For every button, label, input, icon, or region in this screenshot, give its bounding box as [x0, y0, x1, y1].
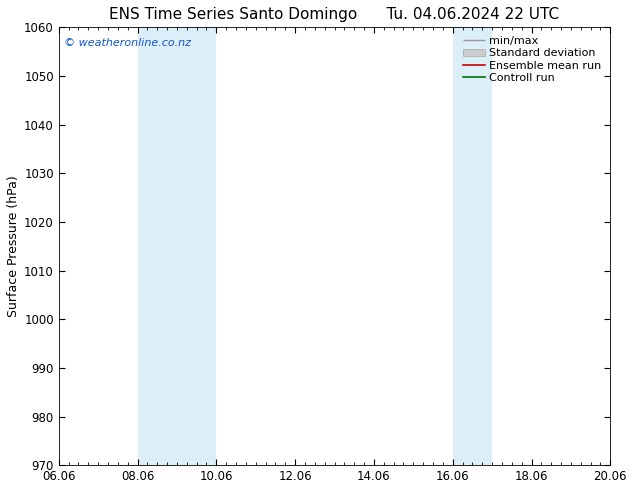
Bar: [138, 27, 216, 465]
Bar: [453, 27, 492, 465]
Text: © weatheronline.co.nz: © weatheronline.co.nz: [64, 38, 191, 48]
Y-axis label: Surface Pressure (hPa): Surface Pressure (hPa): [7, 175, 20, 317]
Title: ENS Time Series Santo Domingo      Tu. 04.06.2024 22 UTC: ENS Time Series Santo Domingo Tu. 04.06.…: [110, 7, 560, 22]
Legend: min/max, Standard deviation, Ensemble mean run, Controll run: min/max, Standard deviation, Ensemble me…: [459, 33, 605, 86]
